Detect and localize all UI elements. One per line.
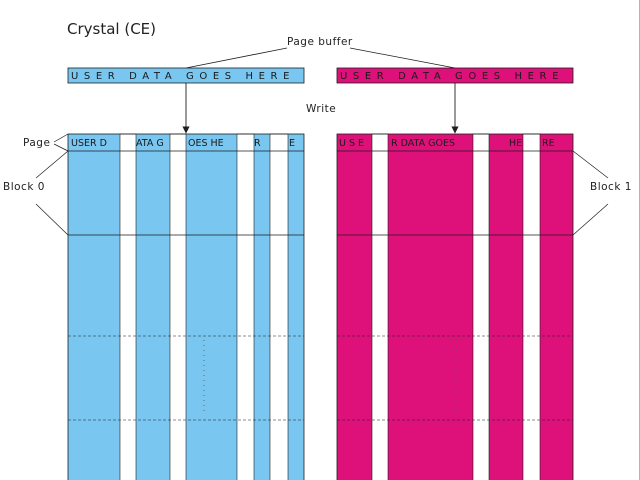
page-label-connector-bottom [53, 143, 69, 152]
erased-column [472, 133, 490, 480]
block-1-label: Block 1 [590, 181, 632, 193]
block-0-label: Block 0 [3, 181, 45, 193]
page-label: Page [23, 137, 50, 149]
block-0-page-fragment: OES HE [188, 138, 224, 149]
write-label: Write [306, 103, 336, 115]
block-0: USER D ATA G OES HE R E [67, 133, 305, 480]
erased-column [236, 133, 255, 480]
page-buffer-1: USER DATA GOES HERE [336, 67, 574, 84]
block-1-label-connector-bottom [572, 203, 609, 236]
block-0-page-fragment: E [289, 138, 295, 149]
page-buffer-connector-right [349, 47, 456, 69]
page-buffer-0-text: USER DATA GOES HERE [71, 71, 295, 82]
block-0-page-fragment: R [254, 138, 261, 149]
erased-column [522, 133, 541, 480]
diagram-title: Crystal (CE) [67, 20, 156, 38]
block-0-page-fragment: ATA G [136, 138, 164, 149]
block-1-page-fragment: R DATA GOES [391, 138, 455, 149]
block-0-page-fragment: USER D [71, 138, 107, 149]
block-1-page-fragment: U S E [339, 138, 364, 149]
block-0-label-connector-bottom [35, 203, 69, 236]
erased-column [371, 133, 389, 480]
page-buffer-connector-left [185, 47, 288, 69]
erased-column [269, 133, 289, 480]
page-buffer-label: Page buffer [287, 36, 353, 48]
block-1: U S E R DATA GOES HE RE [336, 133, 574, 480]
page-label-connector-top [53, 133, 69, 143]
block-1-page-fragment: RE [542, 138, 555, 149]
block-0-label-connector-top [35, 150, 69, 179]
block-1-page-fragment: HE [509, 138, 522, 149]
page-buffer-1-text: USER DATA GOES HERE [340, 71, 564, 82]
block-1-label-connector-top [572, 150, 609, 179]
erased-column [119, 133, 137, 480]
erased-column [169, 133, 187, 480]
page-buffer-0: USER DATA GOES HERE [67, 67, 305, 84]
